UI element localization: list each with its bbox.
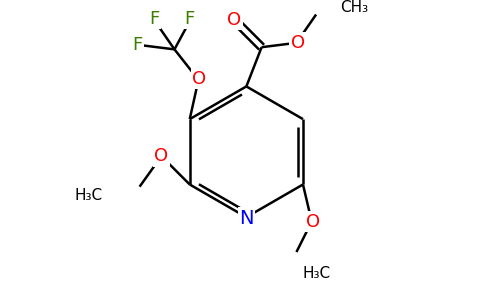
- Text: H₃C: H₃C: [303, 266, 331, 281]
- Text: F: F: [132, 36, 143, 54]
- Text: CH₃: CH₃: [340, 1, 368, 16]
- Text: O: O: [290, 34, 304, 52]
- Text: O: O: [227, 11, 242, 29]
- Text: H₃C: H₃C: [75, 188, 103, 203]
- Text: O: O: [154, 147, 168, 165]
- Text: N: N: [239, 209, 254, 228]
- Text: F: F: [150, 10, 160, 28]
- Text: O: O: [306, 212, 320, 230]
- Text: O: O: [193, 70, 207, 88]
- Text: F: F: [184, 10, 195, 28]
